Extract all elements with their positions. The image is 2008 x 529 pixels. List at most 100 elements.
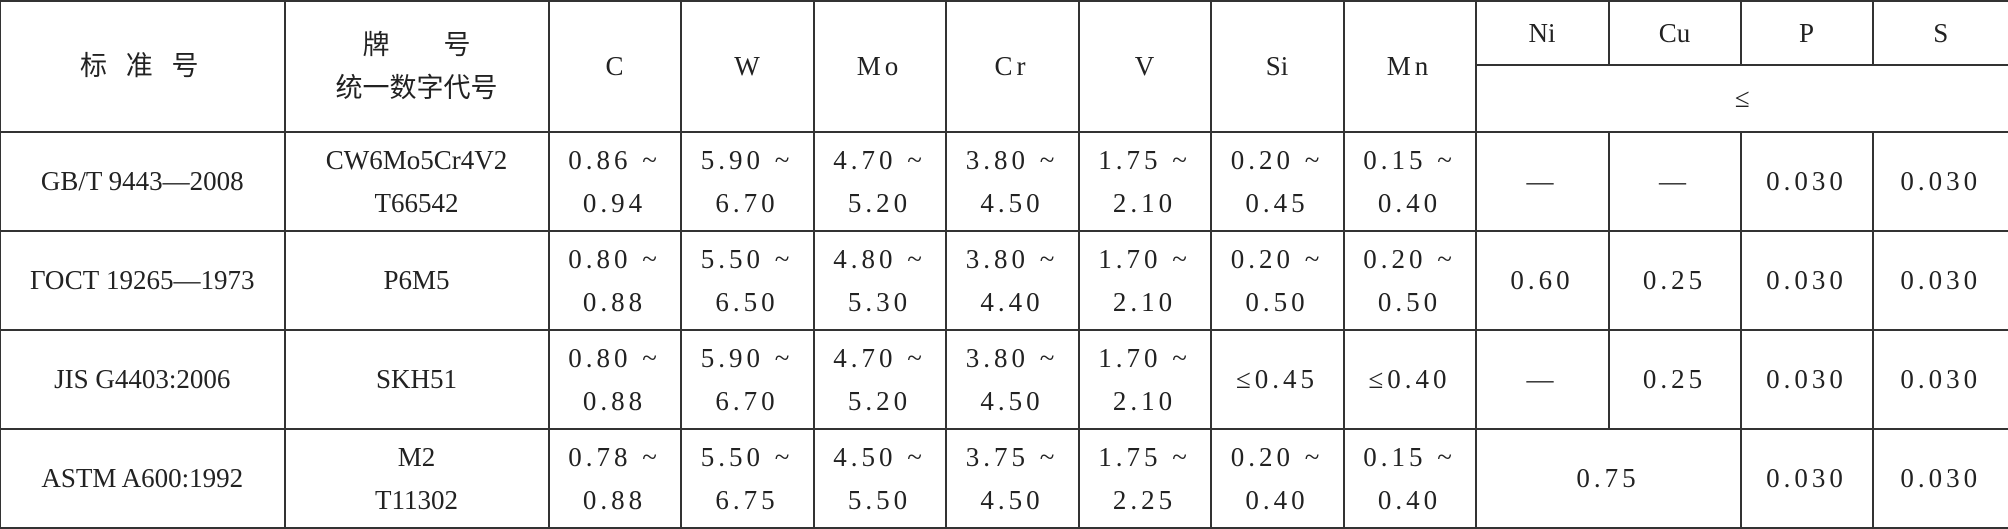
value-cell: — (1476, 132, 1609, 231)
value-cell: 0.20 ~0.50 (1211, 231, 1344, 330)
value-cell: 0.030 (1741, 429, 1873, 528)
grade-line: CW6Mo5Cr4V2 (286, 139, 548, 182)
value-line: 0.40 (1212, 479, 1343, 522)
value-cell: ≤0.45 (1211, 330, 1344, 429)
value-line: — (1610, 160, 1740, 203)
value-cell: 0.86 ~0.94 (549, 132, 681, 231)
value-cell: 0.20 ~0.45 (1211, 132, 1344, 231)
value-cell: — (1476, 330, 1609, 429)
value-cell: 3.80 ~4.40 (946, 231, 1079, 330)
value-line: 3.75 ~ (947, 436, 1078, 479)
value-cell: 3.75 ~4.50 (946, 429, 1079, 528)
value-line: 0.20 ~ (1212, 436, 1343, 479)
value-line: 0.15 ~ (1345, 139, 1475, 182)
value-cell: 3.80 ~4.50 (946, 330, 1079, 429)
value-line: 0.86 ~ (550, 139, 680, 182)
value-cell: 0.25 (1609, 330, 1741, 429)
value-cell: 4.50 ~5.50 (814, 429, 946, 528)
grade-line: M2 (286, 436, 548, 479)
value-cell: 4.70 ~5.20 (814, 132, 946, 231)
header-cell: Ni (1476, 1, 1609, 65)
value-cell: 5.50 ~6.75 (681, 429, 814, 528)
value-line: 4.40 (947, 281, 1078, 324)
value-cell: — (1609, 132, 1741, 231)
value-line: 0.45 (1212, 182, 1343, 225)
value-line: 1.75 ~ (1080, 139, 1210, 182)
value-cell: 0.030 (1741, 330, 1873, 429)
value-line: 0.94 (550, 182, 680, 225)
value-line: 6.50 (682, 281, 813, 324)
value-line: 4.50 (947, 479, 1078, 522)
grade-cell: SKH51 (285, 330, 549, 429)
value-line: 0.25 (1610, 259, 1740, 302)
value-line: 2.10 (1080, 182, 1210, 225)
value-cell: 0.80 ~0.88 (549, 330, 681, 429)
grade-line: T11302 (286, 479, 548, 522)
value-line: 4.70 ~ (815, 337, 945, 380)
value-line: 0.80 ~ (550, 337, 680, 380)
standard-cell: ГОСТ 19265—1973 (1, 231, 285, 330)
header-cell: Si (1211, 1, 1344, 132)
value-cell: 0.030 (1873, 231, 2008, 330)
value-line: 0.20 ~ (1212, 139, 1343, 182)
value-line: 4.80 ~ (815, 238, 945, 281)
value-line: — (1477, 160, 1608, 203)
value-line: 2.25 (1080, 479, 1210, 522)
value-line: 0.20 ~ (1345, 238, 1475, 281)
value-line: 0.88 (550, 281, 680, 324)
value-cell: 0.60 (1476, 231, 1609, 330)
value-line: ≤0.45 (1212, 358, 1343, 401)
value-line: 1.70 ~ (1080, 238, 1210, 281)
value-line: 3.80 ~ (947, 238, 1078, 281)
grade-line: P6M5 (286, 259, 548, 302)
value-line: 5.90 ~ (682, 139, 813, 182)
value-cell: 1.70 ~2.10 (1079, 231, 1211, 330)
value-line: 1.75 ~ (1080, 436, 1210, 479)
value-line: 0.030 (1742, 358, 1872, 401)
header-text: 牌 号 (286, 24, 548, 67)
value-line: ≤0.40 (1345, 358, 1475, 401)
value-line: 4.50 (947, 380, 1078, 423)
value-cell: 0.030 (1873, 330, 2008, 429)
value-cell: 4.70 ~5.20 (814, 330, 946, 429)
value-cell: 0.030 (1741, 132, 1873, 231)
value-cell: 1.75 ~2.10 (1079, 132, 1211, 231)
header-text: 标 准 号 (1, 45, 284, 88)
header-cell: P (1741, 1, 1873, 65)
value-cell: 0.75 (1476, 429, 1741, 528)
value-line: 0.60 (1477, 259, 1608, 302)
value-line: 5.50 ~ (682, 238, 813, 281)
value-line: 2.10 (1080, 281, 1210, 324)
value-line: 0.75 (1477, 457, 1740, 500)
header-cell: S (1873, 1, 2008, 65)
value-line: 4.70 ~ (815, 139, 945, 182)
value-line: 4.50 (947, 182, 1078, 225)
header-cell: C (549, 1, 681, 132)
value-line: 0.030 (1874, 358, 2008, 401)
value-line: 0.40 (1345, 479, 1475, 522)
value-line: 0.15 ~ (1345, 436, 1475, 479)
value-cell: 0.20 ~0.40 (1211, 429, 1344, 528)
value-cell: 0.15 ~0.40 (1344, 132, 1476, 231)
value-line: 0.030 (1874, 259, 2008, 302)
header-cell: ≤ (1476, 65, 2008, 132)
grade-line: T66542 (286, 182, 548, 225)
header-cell: Cr (946, 1, 1079, 132)
value-cell: 0.78 ~0.88 (549, 429, 681, 528)
value-line: 0.030 (1742, 457, 1872, 500)
value-line: 0.50 (1212, 281, 1343, 324)
value-line: 0.80 ~ (550, 238, 680, 281)
header-cell: V (1079, 1, 1211, 132)
standard-cell: ASTM A600:1992 (1, 429, 285, 528)
header-cell: W (681, 1, 814, 132)
standard-cell: GB/T 9443—2008 (1, 132, 285, 231)
value-cell: 0.20 ~0.50 (1344, 231, 1476, 330)
value-line: 5.20 (815, 182, 945, 225)
value-line: 6.75 (682, 479, 813, 522)
